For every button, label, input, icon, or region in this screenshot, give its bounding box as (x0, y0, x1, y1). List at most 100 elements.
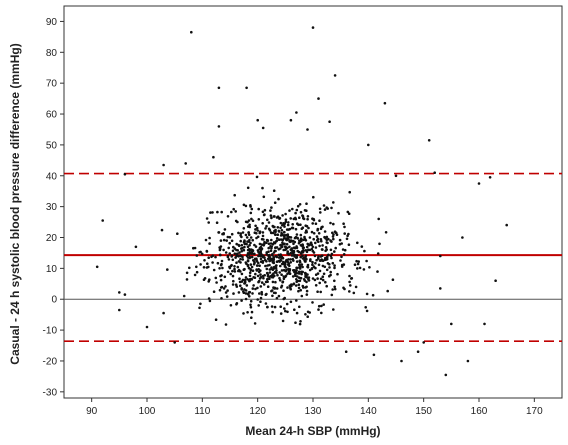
data-point (215, 221, 219, 224)
data-point (301, 251, 305, 254)
data-point (312, 237, 316, 241)
data-point (255, 269, 259, 272)
x-axis-ticks: 90 100 110 120 130 140 150 160 170 (86, 398, 543, 417)
data-point (308, 236, 312, 239)
data-point (259, 300, 262, 304)
data-point (166, 268, 169, 271)
data-point (326, 241, 329, 245)
data-point (211, 261, 214, 264)
data-point (241, 255, 244, 259)
data-point (316, 277, 319, 280)
data-point (235, 261, 238, 265)
data-point (237, 231, 240, 235)
data-point (243, 281, 247, 285)
data-point (228, 252, 231, 255)
data-point (352, 291, 356, 295)
data-point (223, 275, 227, 279)
data-point (321, 278, 325, 282)
data-point (233, 247, 237, 250)
data-point (253, 231, 257, 234)
data-point (240, 243, 244, 247)
data-point (297, 270, 301, 274)
data-point (249, 211, 253, 215)
data-point (299, 276, 303, 280)
data-point (235, 303, 238, 306)
data-point (260, 293, 264, 296)
data-point (300, 239, 303, 243)
data-point (255, 175, 259, 179)
data-point (283, 242, 286, 246)
data-point (249, 299, 253, 303)
data-point (312, 195, 315, 199)
data-point (269, 242, 273, 245)
data-point (284, 220, 288, 224)
data-point (257, 251, 261, 254)
data-point (245, 236, 249, 239)
data-point (233, 267, 236, 271)
data-point (356, 241, 359, 245)
data-point (282, 275, 286, 278)
data-point (235, 242, 238, 246)
data-point (267, 242, 271, 245)
data-point (242, 227, 246, 230)
data-point (261, 210, 265, 214)
data-point (333, 266, 336, 270)
data-point (329, 273, 332, 277)
data-point (315, 239, 319, 242)
data-point (236, 265, 240, 269)
data-point (371, 293, 375, 297)
data-point (311, 249, 315, 253)
data-point (214, 318, 218, 322)
data-point (241, 258, 245, 261)
data-point (259, 296, 263, 300)
data-point (134, 245, 138, 249)
data-point (269, 257, 273, 261)
data-point (329, 221, 332, 225)
data-point (182, 294, 186, 298)
data-point (295, 260, 299, 263)
data-point (256, 298, 260, 301)
data-point (300, 263, 304, 266)
data-point (249, 263, 253, 266)
data-point (284, 218, 288, 221)
y-tick-label: 90 (46, 17, 58, 28)
data-point (278, 271, 282, 274)
data-point (317, 304, 321, 308)
data-point (212, 268, 216, 272)
data-point (272, 260, 275, 263)
y-tick-label: 10 (46, 264, 58, 275)
data-point (271, 253, 274, 257)
data-point (278, 279, 282, 282)
data-point (304, 254, 308, 257)
data-point (253, 322, 257, 325)
data-point (271, 242, 275, 246)
data-point (240, 249, 243, 253)
data-point (422, 341, 426, 344)
data-point (325, 206, 329, 209)
data-point (275, 287, 279, 290)
data-point (292, 239, 295, 243)
data-point (311, 277, 315, 280)
data-point (358, 266, 362, 270)
data-point (101, 219, 104, 222)
data-point (162, 163, 165, 167)
data-point (280, 229, 284, 232)
data-point (250, 250, 254, 254)
data-point (220, 274, 223, 277)
data-point (217, 231, 220, 234)
data-point (298, 322, 302, 326)
data-point (330, 256, 333, 260)
data-point (225, 239, 228, 242)
data-point (311, 263, 314, 267)
data-point (303, 209, 307, 212)
data-point (249, 268, 252, 271)
data-point (433, 171, 437, 174)
data-point (185, 278, 189, 281)
data-point (314, 241, 317, 245)
data-point (244, 276, 248, 279)
data-point (270, 206, 273, 209)
data-point (231, 269, 234, 273)
data-point (364, 306, 368, 309)
data-point (275, 296, 279, 300)
data-point (316, 290, 319, 294)
